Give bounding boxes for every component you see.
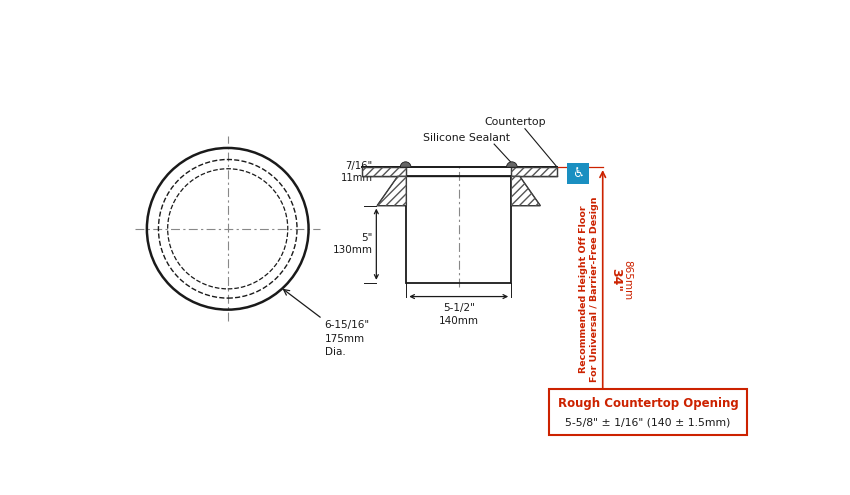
- FancyBboxPatch shape: [549, 389, 747, 435]
- Polygon shape: [362, 167, 406, 176]
- Text: 5"
130mm: 5" 130mm: [332, 233, 372, 255]
- Wedge shape: [400, 162, 411, 167]
- Text: Countertop: Countertop: [484, 117, 546, 127]
- Text: 34": 34": [609, 268, 622, 292]
- Text: 6-15/16"
175mm
Dia.: 6-15/16" 175mm Dia.: [325, 320, 370, 357]
- Text: ♿: ♿: [572, 167, 584, 180]
- Polygon shape: [511, 176, 541, 206]
- Wedge shape: [507, 162, 518, 167]
- Text: Rough Countertop Opening: Rough Countertop Opening: [558, 397, 739, 410]
- Bar: [567, 162, 589, 184]
- Text: 7/16"
11mm: 7/16" 11mm: [341, 160, 372, 183]
- Text: 865mm: 865mm: [623, 260, 632, 300]
- Text: 5-5/8" ± 1/16" (140 ± 1.5mm): 5-5/8" ± 1/16" (140 ± 1.5mm): [565, 417, 731, 427]
- Text: Recommended Height Off Floor
For Universal / Barrier-Free Design: Recommended Height Off Floor For Univers…: [579, 197, 599, 382]
- Text: Silicone Sealant: Silicone Sealant: [422, 133, 509, 143]
- Text: 5-1/2"
140mm: 5-1/2" 140mm: [439, 303, 479, 326]
- Polygon shape: [511, 167, 557, 176]
- Polygon shape: [377, 176, 406, 206]
- Bar: [406, 176, 511, 283]
